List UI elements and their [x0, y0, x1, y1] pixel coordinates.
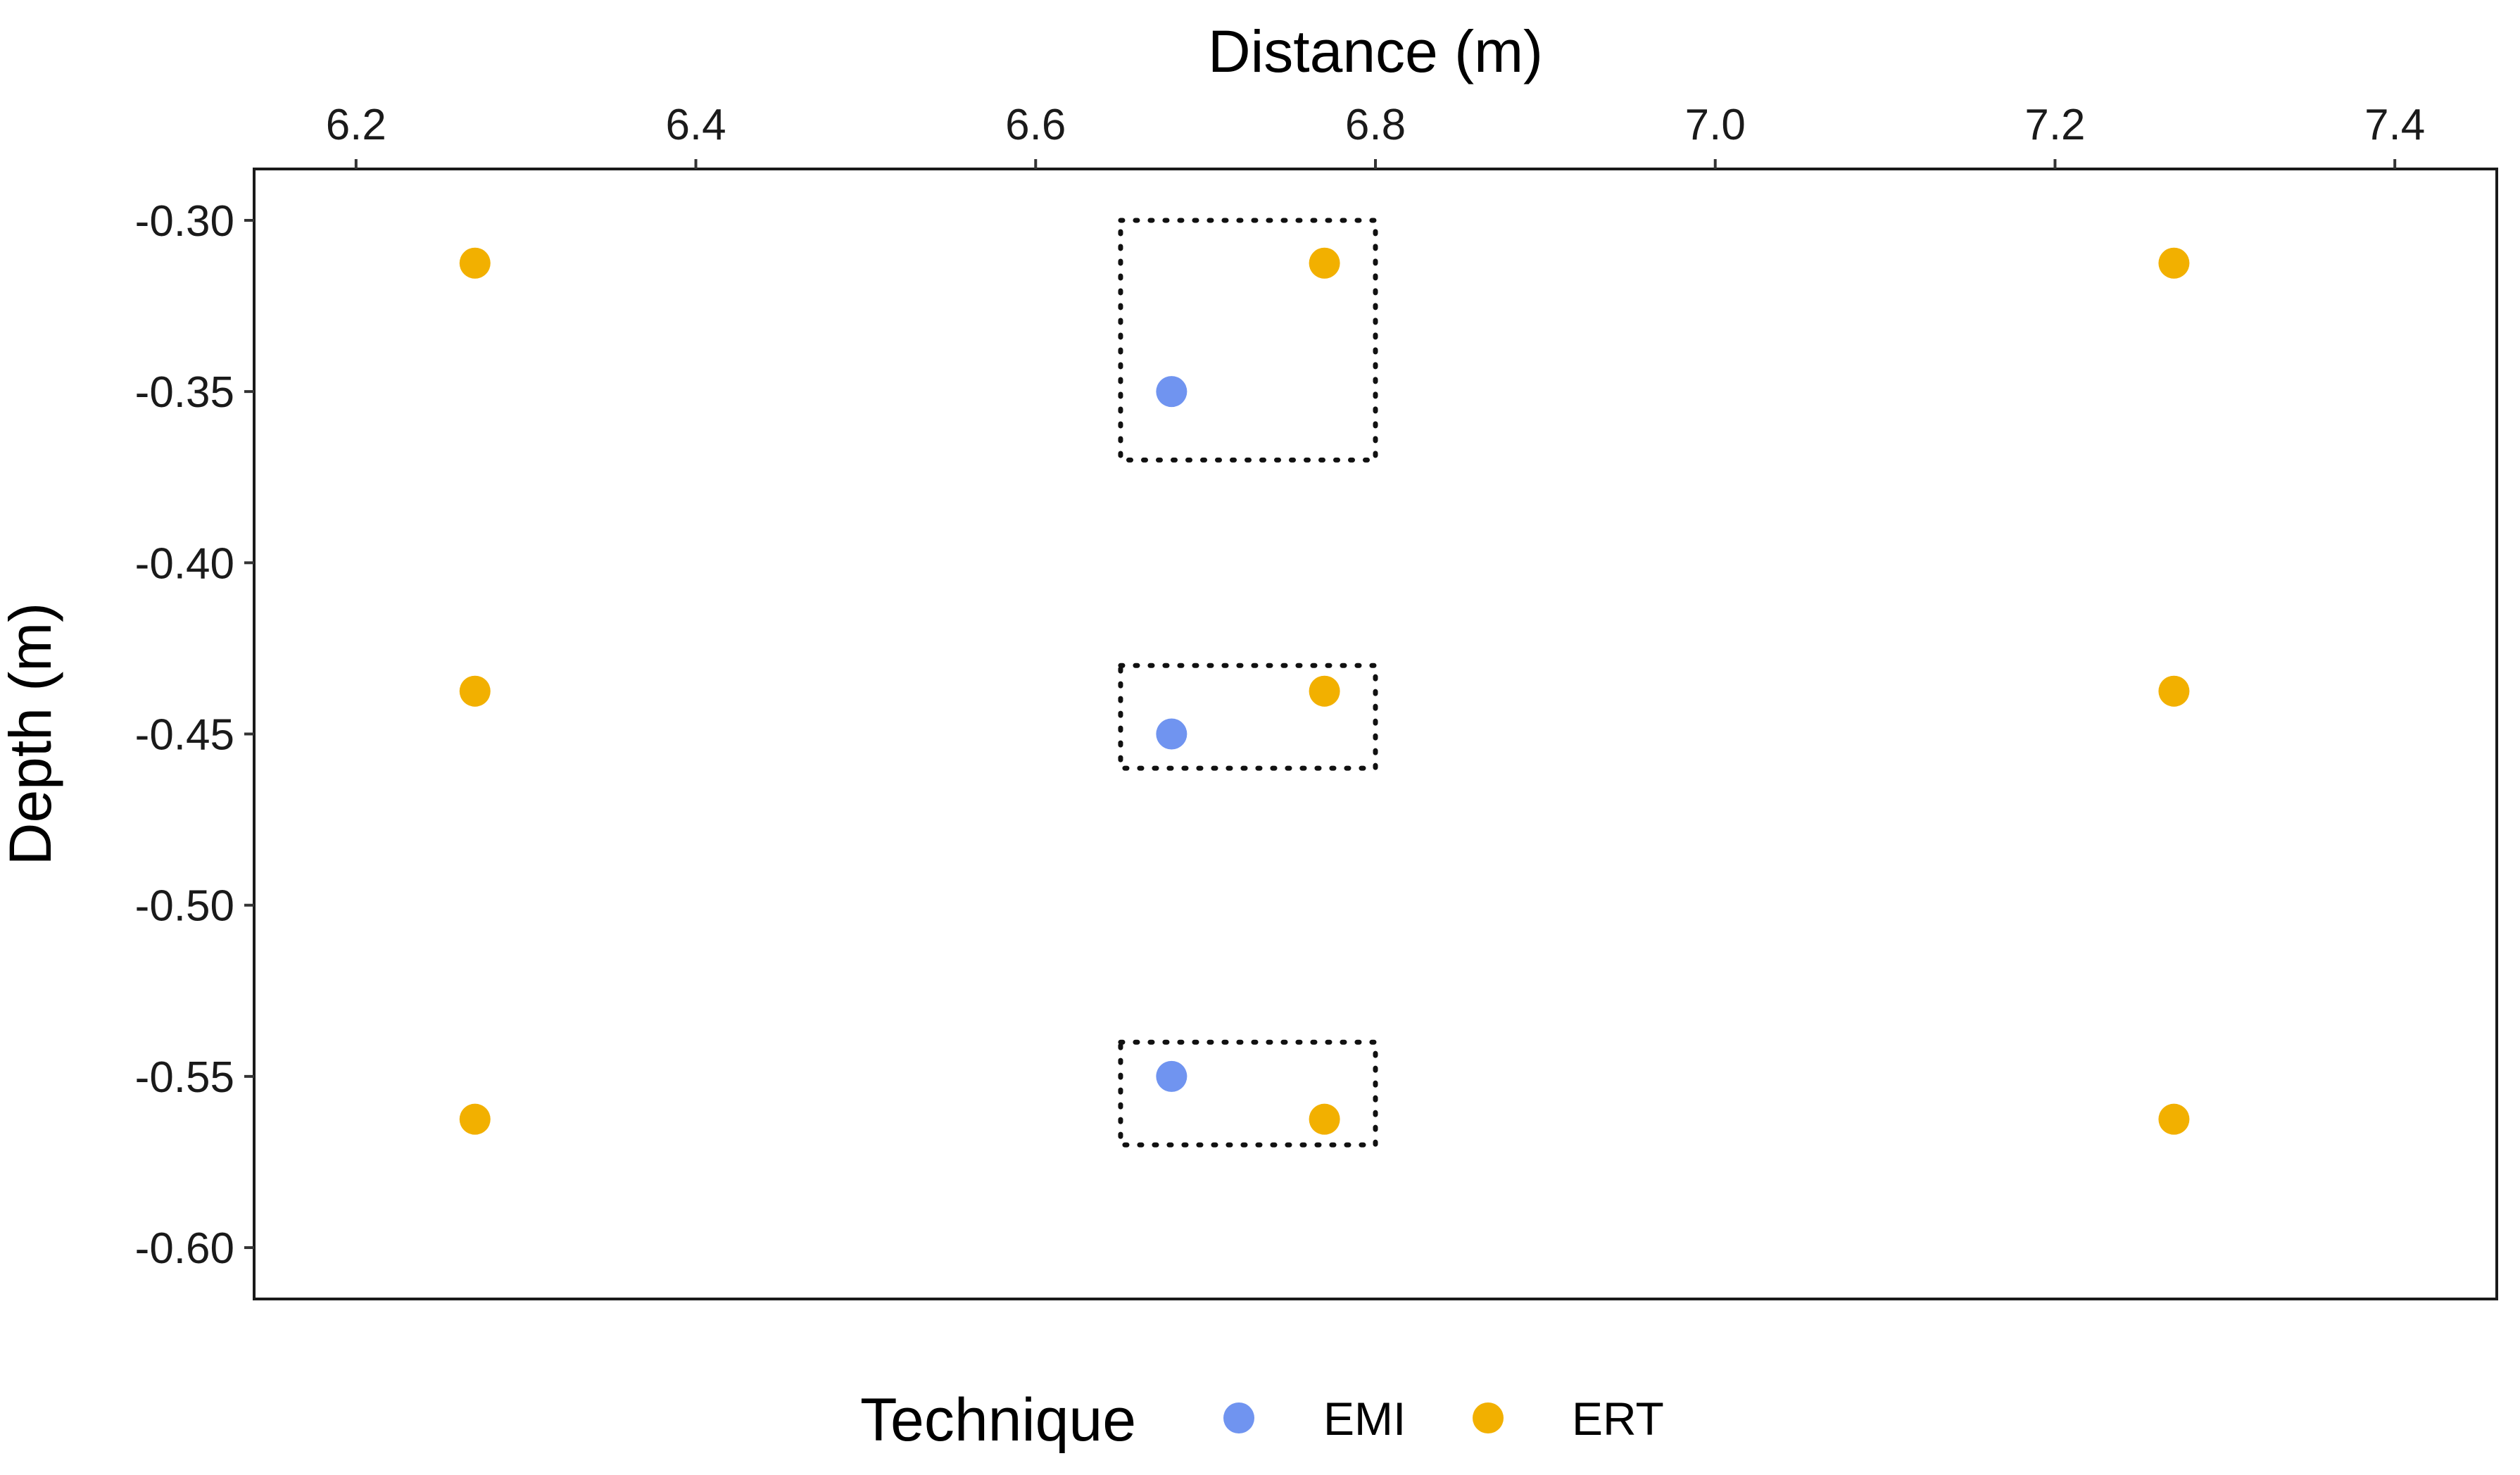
- y-tick-label: -0.50: [135, 882, 234, 931]
- data-point-ert: [459, 675, 491, 707]
- x-axis-title: Distance (m): [1208, 18, 1543, 84]
- y-tick-label: -0.40: [135, 539, 234, 588]
- x-tick-label: 6.4: [665, 101, 726, 149]
- y-tick-label: -0.45: [135, 711, 234, 760]
- legend-title: Technique: [860, 1386, 1136, 1454]
- x-tick-label: 7.0: [1685, 101, 1746, 149]
- data-point-emi: [1156, 718, 1187, 750]
- x-tick-label: 7.2: [2024, 101, 2085, 149]
- x-tick-label: 6.8: [1345, 101, 1406, 149]
- legend-label-ert: ERT: [1572, 1393, 1664, 1445]
- x-tick-label: 6.2: [326, 101, 386, 149]
- data-point-ert: [1309, 675, 1340, 707]
- legend-key-emi: [1223, 1402, 1254, 1433]
- data-point-ert: [459, 247, 491, 279]
- data-point-emi: [1156, 1060, 1187, 1092]
- y-axis-title: Depth (m): [0, 603, 63, 865]
- legend-key-ert: [1473, 1402, 1504, 1433]
- y-tick-label: -0.30: [135, 197, 234, 246]
- data-point-ert: [1309, 247, 1340, 279]
- data-point-emi: [1156, 376, 1187, 408]
- data-point-ert: [1309, 1103, 1340, 1135]
- dotted-highlight-box: [1118, 1039, 1378, 1148]
- dotted-highlight-box: [1118, 663, 1378, 771]
- y-tick-label: -0.35: [135, 368, 234, 417]
- y-tick-label: -0.60: [135, 1224, 234, 1273]
- legend-label-emi: EMI: [1323, 1393, 1406, 1445]
- points-layer: [459, 247, 2190, 1135]
- data-point-ert: [459, 1103, 491, 1135]
- data-point-ert: [2158, 675, 2190, 707]
- y-axis: -0.30 -0.35 -0.40 -0.45 -0.50 -0.55 -0.60: [135, 197, 254, 1273]
- x-tick-label: 6.6: [1005, 101, 1066, 149]
- dotted-highlight-box: [1118, 218, 1378, 463]
- x-tick-label: 7.4: [2364, 101, 2425, 149]
- y-tick-label: -0.55: [135, 1053, 234, 1102]
- x-axis: 6.2 6.4 6.6 6.8 7.0 7.2 7.4: [326, 101, 2425, 169]
- data-point-ert: [2158, 247, 2190, 279]
- legend: Technique EMI ERT: [860, 1386, 1664, 1454]
- annotation-layer: [1118, 218, 1378, 1148]
- data-point-ert: [2158, 1103, 2190, 1135]
